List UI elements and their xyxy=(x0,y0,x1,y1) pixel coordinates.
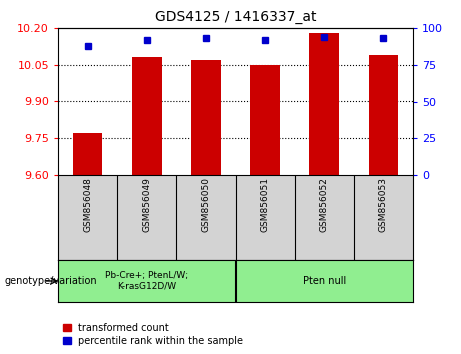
Bar xyxy=(73,133,102,175)
Text: GSM856050: GSM856050 xyxy=(201,177,210,232)
Bar xyxy=(191,60,221,175)
Legend: transformed count, percentile rank within the sample: transformed count, percentile rank withi… xyxy=(63,323,243,346)
Bar xyxy=(309,33,339,175)
Text: GSM856052: GSM856052 xyxy=(320,177,329,232)
Text: GSM856048: GSM856048 xyxy=(83,177,92,232)
Text: GSM856053: GSM856053 xyxy=(379,177,388,232)
Bar xyxy=(369,55,398,175)
Text: genotype/variation: genotype/variation xyxy=(5,276,97,286)
Title: GDS4125 / 1416337_at: GDS4125 / 1416337_at xyxy=(155,10,316,24)
Text: GSM856049: GSM856049 xyxy=(142,177,151,232)
Text: Pten null: Pten null xyxy=(302,276,346,286)
Text: GSM856051: GSM856051 xyxy=(260,177,270,232)
Bar xyxy=(250,65,280,175)
Bar xyxy=(132,57,161,175)
Text: Pb-Cre+; PtenL/W;
K-rasG12D/W: Pb-Cre+; PtenL/W; K-rasG12D/W xyxy=(105,271,188,291)
